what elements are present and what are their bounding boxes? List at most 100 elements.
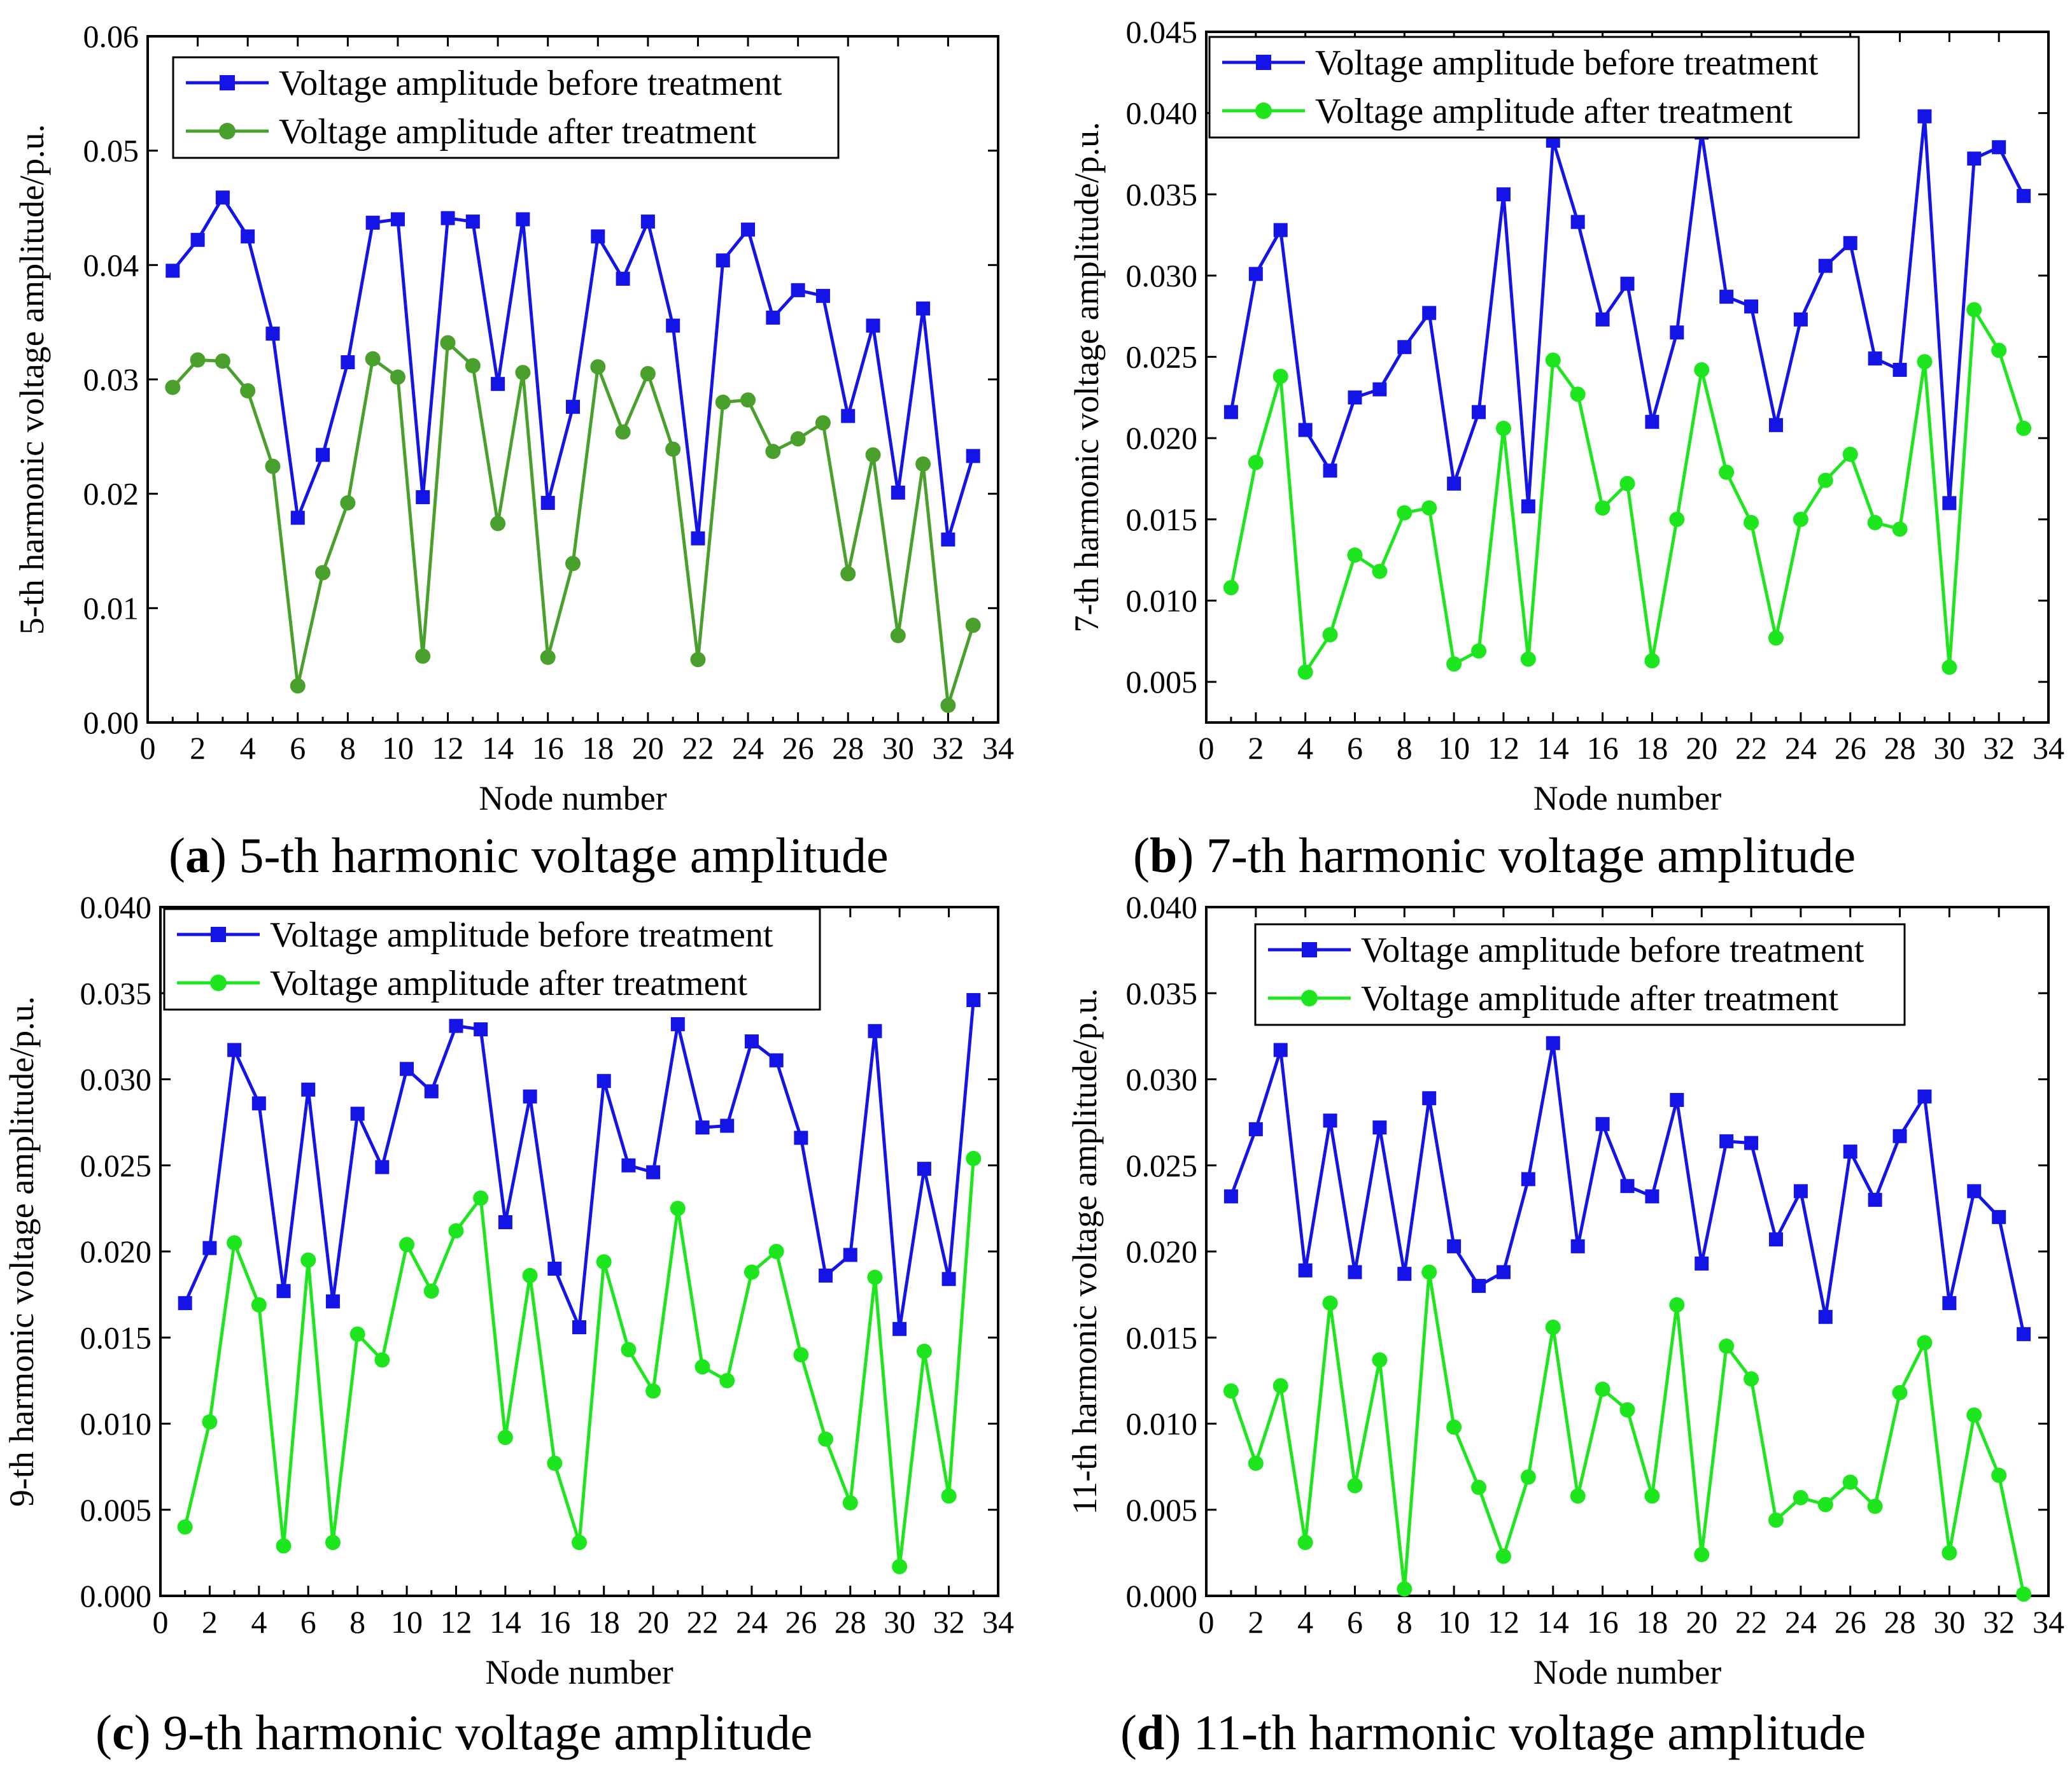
caption-letter: a: [185, 828, 210, 883]
data-point: [265, 327, 280, 341]
data-point: [1520, 1469, 1536, 1485]
data-point: [2017, 188, 2031, 203]
data-point: [1397, 1267, 1412, 1281]
y-tick-label: 0.020: [1126, 1234, 1198, 1269]
caption-paren-close: ): [210, 828, 227, 883]
data-point: [1495, 420, 1511, 436]
data-point: [215, 190, 230, 205]
data-point: [719, 1372, 735, 1388]
legend: Voltage amplitude before treatment Voltag…: [1254, 923, 1906, 1026]
y-tick-label: 0.030: [1126, 258, 1198, 293]
data-point: [768, 1244, 784, 1259]
x-tick-label: 18: [1636, 1604, 1668, 1640]
y-tick-label: 0.010: [1126, 1406, 1198, 1442]
panel-caption: (c) 9-th harmonic voltage amplitude: [95, 1705, 812, 1760]
x-tick-label: 26: [782, 730, 814, 766]
x-tick-label: 14: [1537, 730, 1569, 766]
data-point: [1322, 627, 1338, 643]
y-tick-label: 0.015: [1126, 1320, 1198, 1355]
data-point: [374, 1352, 390, 1368]
data-point: [1595, 312, 1610, 327]
data-point: [565, 556, 581, 572]
data-point: [965, 617, 981, 633]
y-tick-label: 0.005: [80, 1492, 152, 1528]
data-point: [177, 1519, 193, 1535]
data-point: [1570, 1239, 1585, 1253]
x-tick-label: 24: [732, 730, 764, 766]
data-point: [1223, 1189, 1238, 1204]
data-point: [1619, 476, 1635, 491]
y-tick-label: 0.015: [80, 1320, 152, 1355]
data-point: [890, 628, 906, 644]
x-tick-label: 6: [290, 730, 306, 766]
data-point: [365, 351, 381, 367]
data-point: [715, 394, 731, 410]
data-point: [1471, 1479, 1487, 1495]
data-point: [1992, 140, 2006, 155]
data-point: [941, 532, 955, 547]
data-point: [241, 229, 255, 244]
data-point: [1768, 1512, 1784, 1528]
y-tick-label: 0.040: [80, 889, 152, 925]
data-point: [616, 271, 630, 286]
data-point: [1744, 514, 1759, 530]
data-point: [590, 359, 606, 375]
x-tick-label: 10: [1438, 1604, 1470, 1640]
series-line: [1229, 1271, 2026, 1595]
data-point: [202, 1414, 218, 1430]
data-point: [465, 215, 480, 229]
chart-panel-a: 0 2 4 6 8 10 12 14 16 18 20 22 24 26 28 30 32 340.000.010…: [13, 18, 1014, 883]
x-tick-label: 2: [1248, 730, 1264, 766]
caption-text: 11-th harmonic voltage amplitude: [1181, 1705, 1866, 1760]
data-point: [1843, 236, 1857, 250]
x-axis-label: Node number: [1533, 779, 1721, 817]
data-point: [290, 678, 306, 694]
data-point: [1595, 500, 1610, 516]
y-tick-label: 0.005: [1126, 1492, 1198, 1528]
data-point: [1744, 1136, 1759, 1150]
legend: Voltage amplitude before treatment Voltag…: [172, 56, 840, 159]
x-tick-label: 24: [1785, 730, 1817, 766]
data-point: [1521, 1172, 1535, 1187]
data-point: [1670, 325, 1684, 340]
data-point: [227, 1235, 243, 1251]
y-tick-label: 0.025: [1126, 339, 1198, 375]
legend-entry: Voltage amplitude after treatment: [270, 964, 747, 1003]
x-tick-label: 4: [1297, 1604, 1313, 1640]
data-point: [1917, 109, 1932, 123]
data-point: [301, 1082, 316, 1097]
data-point: [1695, 1256, 1709, 1271]
data-point: [1347, 547, 1363, 563]
data-point: [596, 1074, 611, 1089]
y-tick-label: 0.030: [1126, 1062, 1198, 1097]
x-tick-label: 34: [2033, 1604, 2064, 1640]
data-point: [1793, 1184, 1808, 1199]
data-point: [316, 448, 330, 462]
data-point: [178, 1296, 192, 1311]
y-tick-label: 0.010: [80, 1406, 152, 1442]
data-point: [715, 253, 730, 268]
legend-entry: Voltage amplitude after treatment: [1361, 979, 1838, 1018]
data-point: [540, 496, 555, 511]
data-point: [1719, 1134, 1734, 1148]
x-tick-label: 8: [1397, 730, 1413, 766]
data-point: [591, 229, 605, 244]
data-point: [1768, 630, 1784, 646]
y-tick-label: 0.035: [80, 975, 152, 1011]
x-tick-label: 8: [340, 730, 356, 766]
data-point: [449, 1018, 463, 1033]
data-point: [791, 283, 805, 297]
x-tick-label: 18: [582, 730, 614, 766]
data-point: [400, 1062, 414, 1076]
legend-entry: Voltage amplitude before treatment: [1315, 43, 1819, 83]
x-tick-label: 2: [1248, 1604, 1264, 1640]
data-point: [166, 264, 180, 278]
legend-entry: Voltage amplitude after treatment: [279, 112, 756, 152]
data-point: [1793, 511, 1808, 527]
data-point: [365, 215, 380, 230]
chart-panel-b: 0 2 4 6 8 10 12 14 16 18 20 22 24 26 28 30 32 340.0050.01…: [1068, 14, 2064, 883]
y-tick-label: 0.040: [1126, 889, 1198, 925]
data-point: [1323, 1113, 1337, 1128]
data-point: [819, 1268, 833, 1283]
